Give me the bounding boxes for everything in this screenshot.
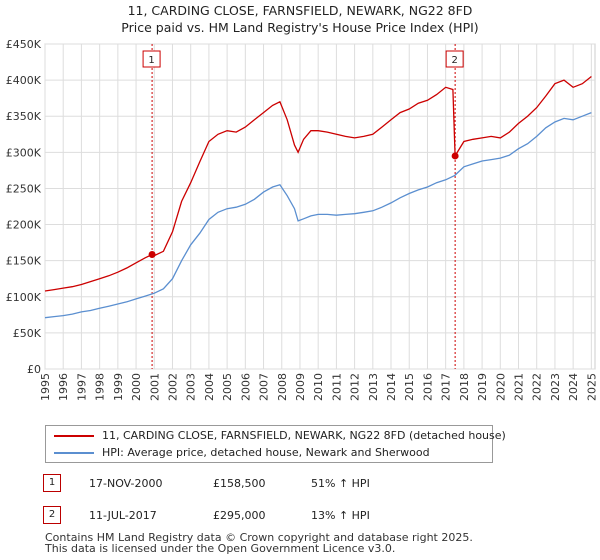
- x-tick-label: 2017: [440, 373, 453, 401]
- x-tick-label: 2011: [330, 373, 343, 401]
- property-series-line: [44, 75, 592, 292]
- y-tick-label: £0: [27, 363, 41, 376]
- sale-price-1: £158,500: [213, 477, 266, 490]
- sale-1-marker-label: 1: [148, 55, 154, 66]
- legend-label-hpi: HPI: Average price, detached house, Newa…: [102, 446, 430, 459]
- footer: Contains HM Land Registry data © Crown c…: [45, 532, 473, 554]
- sale-date-1: 17-NOV-2000: [89, 477, 163, 490]
- x-tick-label: 1995: [39, 373, 52, 401]
- x-tick-label: 2013: [367, 373, 380, 401]
- x-tick-label: 2002: [166, 373, 179, 401]
- sale-badge-2: 2: [43, 506, 61, 524]
- x-tick-label: 2001: [148, 373, 161, 401]
- y-tick-label: £100K: [6, 291, 42, 304]
- x-tick-label: 2006: [239, 373, 252, 401]
- y-tick-label: £350K: [6, 110, 42, 123]
- sale-1-point: [148, 251, 156, 259]
- legend: 11, CARDING CLOSE, FARNSFIELD, NEWARK, N…: [45, 425, 506, 463]
- x-tick-label: 1996: [57, 373, 70, 401]
- x-tick-label: 2005: [221, 373, 234, 401]
- x-tick-label: 2010: [312, 373, 325, 401]
- sale-price-2: £295,000: [213, 509, 266, 522]
- x-tick-label: 2024: [567, 373, 580, 401]
- x-tick-label: 2016: [421, 373, 434, 401]
- y-tick-label: £50K: [13, 327, 42, 340]
- x-tick-label: 2008: [276, 373, 289, 401]
- x-tick-label: 2012: [349, 373, 362, 401]
- sale-badge-1: 1: [43, 474, 61, 492]
- x-tick-label: 1999: [112, 373, 125, 401]
- y-tick-label: £250K: [6, 182, 42, 195]
- x-tick-label: 1998: [94, 373, 107, 401]
- x-tick-label: 2018: [458, 373, 471, 401]
- footer-line1: Contains HM Land Registry data © Crown c…: [45, 531, 473, 544]
- y-tick-label: £400K: [6, 74, 42, 87]
- y-tick-label: £300K: [6, 146, 42, 159]
- x-tick-label: 2004: [203, 373, 216, 401]
- legend-swatch-hpi: [54, 452, 94, 454]
- x-tick-label: 2000: [130, 373, 143, 401]
- x-tick-label: 2025: [585, 373, 598, 401]
- x-axis: 1995 1996 1997 1998 1999 2000 2001 2002 2003 2004…: [39, 373, 598, 401]
- grid-lines: [44, 43, 595, 370]
- sale-2-point: [451, 152, 459, 160]
- x-tick-label: 2023: [549, 373, 562, 401]
- x-tick-label: 2003: [185, 373, 198, 401]
- chart-title-line1: 11, CARDING CLOSE, FARNSFIELD, NEWARK, N…: [127, 3, 473, 18]
- sale-1-marker-box: [142, 50, 161, 68]
- x-tick-label: 2009: [294, 373, 307, 401]
- legend-swatch-property: [54, 435, 94, 437]
- x-tick-label: 2007: [258, 373, 271, 401]
- sale-2-marker-box: [445, 50, 464, 68]
- chart-title: 11, CARDING CLOSE, FARNSFIELD, NEWARK, N…: [0, 2, 600, 36]
- sale-points: [148, 152, 459, 259]
- plot-area: [44, 43, 596, 370]
- y-axis: £0 £50K £100K £150K £200K £250K £300K £350K £400…: [6, 38, 42, 376]
- x-tick-label: 2015: [403, 373, 416, 401]
- x-tick-label: 2019: [476, 373, 489, 401]
- price-chart: £0 £50K £100K £150K £200K £250K £300K £350K £400…: [6, 38, 599, 401]
- legend-label-property: 11, CARDING CLOSE, FARNSFIELD, NEWARK, N…: [102, 429, 506, 442]
- x-tick-label: 2022: [531, 373, 544, 401]
- sale-2-marker-label: 2: [451, 55, 457, 66]
- chart-title-line2: Price paid vs. HM Land Registry's House …: [121, 20, 479, 35]
- footer-line2: This data is licensed under the Open Gov…: [45, 542, 396, 555]
- y-tick-label: £150K: [6, 255, 42, 268]
- x-tick-label: 2020: [494, 373, 507, 401]
- hpi-series-line: [44, 111, 592, 319]
- x-tick-label: 2021: [513, 373, 526, 401]
- sale-date-2: 11-JUL-2017: [89, 509, 157, 522]
- x-tick-label: 2014: [385, 373, 398, 401]
- y-tick-label: £200K: [6, 219, 42, 232]
- sale-hpi-change-2: 13% ↑ HPI: [311, 509, 370, 522]
- sale-hpi-change-1: 51% ↑ HPI: [311, 477, 370, 490]
- x-tick-label: 1997: [75, 373, 88, 401]
- y-tick-label: £450K: [6, 38, 42, 51]
